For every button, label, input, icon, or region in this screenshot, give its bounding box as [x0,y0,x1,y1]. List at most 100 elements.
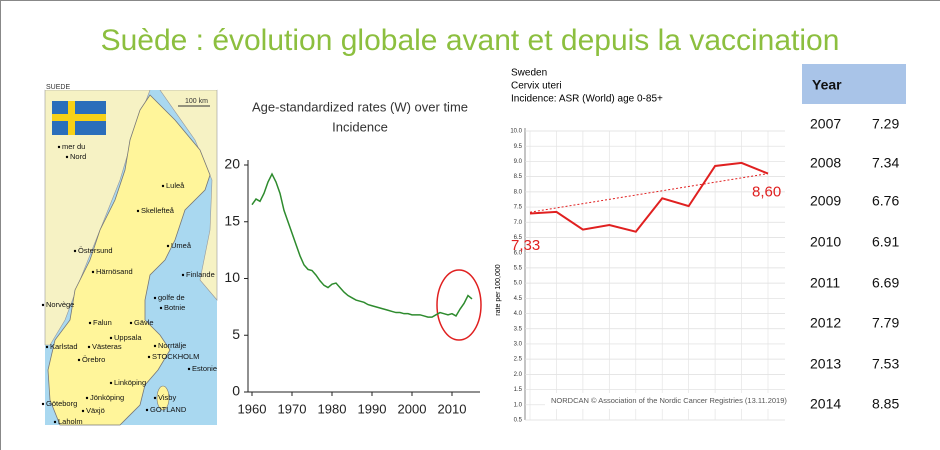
trend-line [529,173,769,213]
map-label: Luleå [166,181,185,190]
y-tick-label: 9.0 [514,159,523,165]
table-cell: 7.34 [872,155,899,171]
city-dot [145,408,149,412]
y-tick-label: 10 [224,269,240,285]
map-label: Göteborg [46,399,77,408]
y-tick-label: 4.0 [514,311,523,317]
y-tick-label: 3.5 [514,326,523,332]
table-cell: 2012 [810,315,841,331]
city-dot [153,344,157,348]
y-tick-label: 8.5 [514,174,523,180]
city-dot [45,345,49,349]
finland [159,89,218,301]
y-tick-label: 1.5 [514,387,523,393]
city-dot [88,321,92,325]
x-tick-label: 2010 [438,401,467,416]
table-cell: 2008 [810,155,841,171]
table-cell: 2011 [810,275,840,291]
map-label: Botnie [164,303,185,312]
table: Year 2007 7.29 2008 7.34 2009 6.76 2010 6.91 201… [802,64,906,412]
map-label: STOCKHOLM [152,352,199,361]
map-label: Östersund [78,246,113,255]
data-line [529,161,769,233]
map-label: Nord [70,152,86,161]
city-dot [53,420,57,424]
table-cell: 7.79 [872,315,899,331]
map-label: Umeå [171,241,192,250]
city-dot [153,396,157,400]
map-label: golfe de [158,293,185,302]
x-tick-label: 2000 [398,401,427,416]
y-tick-label: 0 [232,383,240,399]
city-dot [91,270,95,274]
data-line [251,172,473,318]
y-tick-label: 5.0 [514,281,523,287]
nordcan-chart: Sweden Cervix uteri Incidence: ASR (Worl… [495,68,788,424]
trend-label: 7,33 [511,237,540,254]
x-tick-label: 1970 [278,401,307,416]
map-label: Norvège [46,300,74,309]
map-label: Linköping [114,378,146,387]
chart-title: Sweden [511,68,547,79]
city-dot [85,396,89,400]
city-dot [181,273,185,277]
chart-subtitle: Incidence [332,119,388,134]
y-tick-label: 15 [224,212,240,228]
table-cell: 6.91 [872,234,899,250]
map-label: Uppsala [114,333,142,342]
x-tick-label: 1960 [238,401,267,416]
y-tick-label: 0.5 [514,418,523,424]
city-dot [41,303,45,307]
chart-caption: Incidence: ASR (World) age 0-85+ [511,94,663,105]
city-dot [159,306,163,310]
city-dot [57,145,61,149]
y-tick-label: 10.0 [510,129,522,135]
flag-cross [68,101,75,135]
y-tick-label: 6.5 [514,235,523,241]
table-cell: 2009 [810,193,841,209]
city-dot [136,209,140,213]
table-cell: 2010 [810,234,841,250]
table-header [802,64,906,104]
city-dot [41,402,45,406]
city-dot [129,321,133,325]
city-dot [65,155,69,159]
y-tick-label: 6.0 [514,250,523,256]
map-label: Härnösand [96,267,133,276]
city-dot [109,381,113,385]
highlight-circle [436,269,482,341]
y-tick-label: 5.5 [514,265,523,271]
map-label: Växjö [86,406,105,415]
city-dot [187,367,191,371]
y-axis-label: rate per 100,000 [495,264,502,315]
y-tick-label: 9.5 [514,144,523,150]
map-label: Estonie [192,364,217,373]
x-tick-label: 1990 [358,401,387,416]
y-tick-label: 3.0 [514,342,523,348]
city-dot [166,244,170,248]
y-tick-label: 4.5 [514,296,523,302]
footer-box [545,393,783,409]
map-label: Västeras [92,342,122,351]
incidence-chart: Age-standardized rates (W) over time Inc… [224,99,482,416]
map-label: Visby [158,393,176,402]
chart-subtitle: Cervix uteri [511,81,562,92]
city-dot [153,296,157,300]
y-tick-label: 7.0 [514,220,523,226]
map-label: Finlande [186,270,215,279]
city-dot [147,355,151,359]
map-label: Gävle [134,318,154,327]
table-cell: 7.53 [872,356,899,372]
y-tick-label: 5 [232,326,240,342]
trend-label: 8,60 [752,184,781,201]
footer: NORDCAN © Association of the Nordic Canc… [551,396,787,405]
y-tick-label: 8.0 [514,189,523,195]
map-label: Falun [93,318,112,327]
header-cell: Year [812,77,842,93]
city-dot [109,336,113,340]
map-label: GOTLAND [150,405,187,414]
y-tick-label: 2.0 [514,372,523,378]
map-label: Jönköping [90,393,124,402]
map-title: SUEDE [46,84,70,91]
